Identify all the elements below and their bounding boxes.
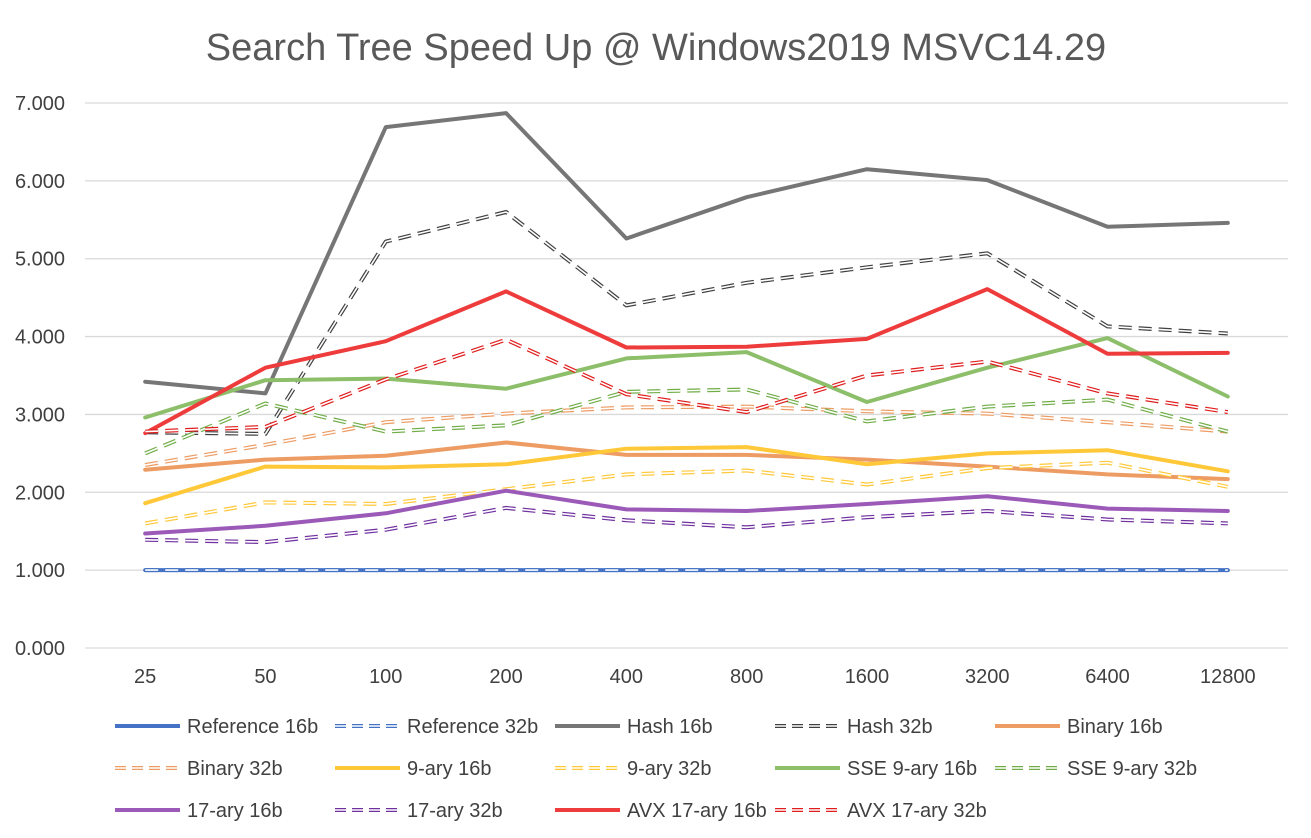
series-dash-inner [144,388,1229,455]
y-tick-label: 5.000 [15,249,65,271]
gridlines [85,102,1288,649]
series-line-sse-9-ary-16b [143,336,1230,420]
legend-label: Hash 32b [847,716,933,738]
legend-item: Binary 32b [115,758,283,780]
y-tick-label: 4.000 [15,327,65,349]
legend-label: 17-ary 16b [187,800,283,822]
series-dash-inner [145,461,1228,525]
series-line-hash-16b [143,111,1230,396]
series-line-sse-9-ary-32b [144,387,1229,456]
legend-item: 9-ary 16b [335,758,492,780]
series-dash-outline [144,387,1229,456]
legend-item: 17-ary 32b [335,800,503,822]
x-tick-label: 1600 [845,666,890,688]
legend: Reference 16b Reference 32b Hash 16b Hash 3… [115,716,1197,822]
x-tick-label: 200 [489,666,522,688]
legend-item: Reference 16b [115,716,318,738]
series-dash-inner [145,211,1228,435]
series-line-9-ary-32b [144,460,1229,526]
legend-label: AVX 17-ary 16b [627,800,767,822]
series-line-binary-32b [144,404,1228,467]
y-tick-label: 6.000 [15,171,65,193]
series-line-17-ary-16b [143,488,1230,536]
legend-label: 17-ary 32b [407,800,503,822]
x-tick-label: 100 [369,666,402,688]
legend-label: 9-ary 16b [407,758,492,780]
x-tick-label: 400 [610,666,643,688]
legend-label: 9-ary 32b [627,758,712,780]
legend-item: 17-ary 16b [115,800,283,822]
x-axis-ticks: 25 50 100 200 400 800 1600 3200 6400 12800 [134,666,1256,688]
legend-item: AVX 17-ary 16b [555,800,767,822]
y-tick-label: 0.000 [15,638,65,660]
series-line-17-ary-32b [145,505,1228,545]
legend-label: Binary 16b [1067,716,1163,738]
y-axis-ticks: 0.000 1.000 2.000 3.000 4.000 5.000 6.000 7.000 [15,93,65,660]
y-tick-label: 2.000 [15,482,65,504]
legend-label: SSE 9-ary 16b [847,758,977,780]
legend-item: Hash 32b [775,716,933,738]
x-tick-label: 50 [254,666,276,688]
series-dash-inner [145,405,1228,466]
y-tick-label: 7.000 [15,93,65,115]
legend-item: Binary 16b [995,716,1163,738]
legend-label: AVX 17-ary 32b [847,800,987,822]
series-line-avx-17-ary-32b [145,337,1229,434]
x-tick-label: 3200 [965,666,1010,688]
legend-label: Reference 32b [407,716,538,738]
legend-item: 9-ary 32b [555,758,712,780]
legend-item: Reference 32b [335,716,538,738]
legend-item: AVX 17-ary 32b [775,800,987,822]
series-line-9-ary-16b [143,445,1230,506]
legend-label: Reference 16b [187,716,318,738]
series-line-binary-16b [143,440,1230,482]
y-tick-label: 1.000 [15,560,65,582]
chart-title: Search Tree Speed Up @ Windows2019 MSVC1… [206,27,1106,69]
legend-label: SSE 9-ary 32b [1067,758,1197,780]
legend-label: Binary 32b [187,758,283,780]
series-dash-inner [145,507,1228,543]
series-lines [143,111,1230,573]
y-tick-label: 3.000 [15,404,65,426]
legend-item: SSE 9-ary 32b [995,758,1197,780]
x-tick-label: 25 [134,666,156,688]
series-line-avx-17-ary-16b [143,287,1230,436]
x-tick-label: 800 [730,666,763,688]
series-dash-inner [145,338,1228,433]
x-tick-label: 6400 [1085,666,1130,688]
legend-label: Hash 16b [627,716,713,738]
legend-item: SSE 9-ary 16b [775,758,977,780]
legend-item: Hash 16b [555,716,713,738]
series-line-hash-32b [145,210,1228,436]
x-tick-label: 12800 [1200,666,1256,688]
